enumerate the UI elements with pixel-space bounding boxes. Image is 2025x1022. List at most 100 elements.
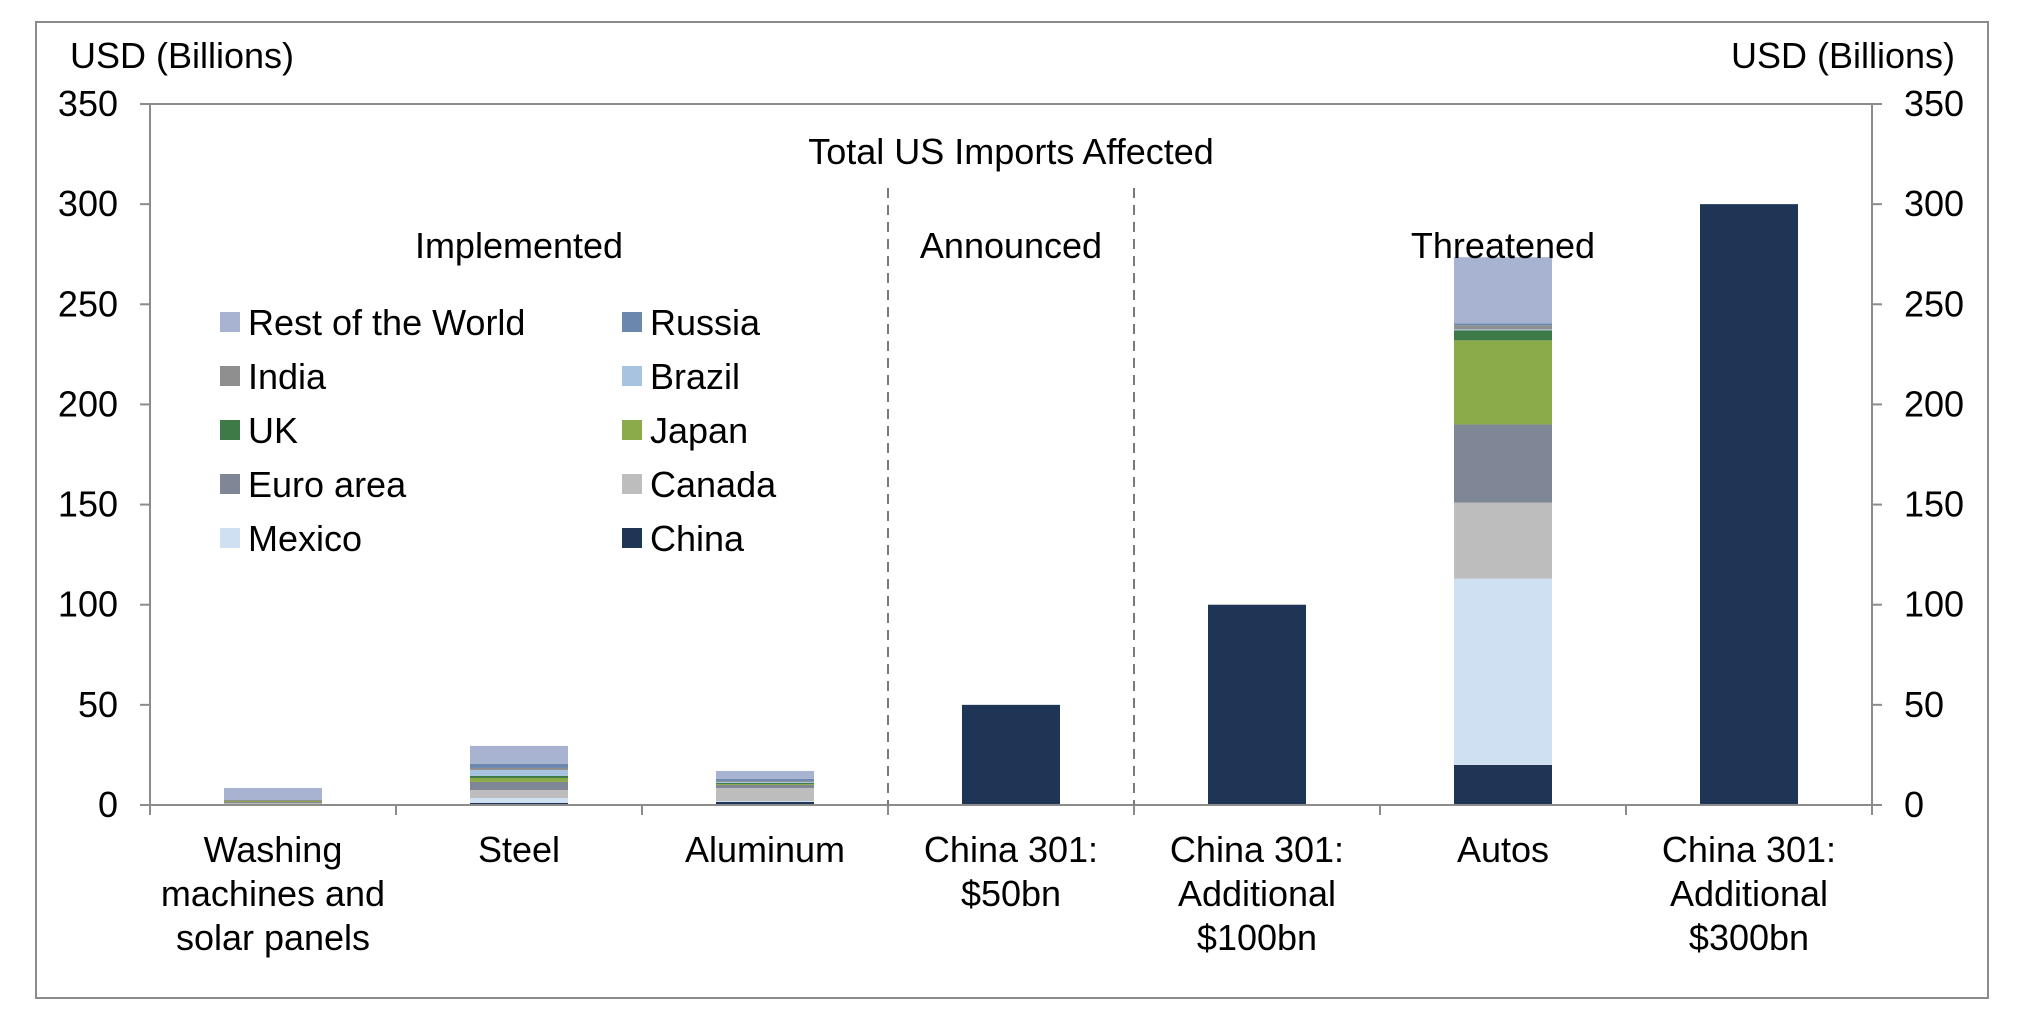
legend-item-canada: Canada: [622, 464, 777, 505]
bar-segment-uk-aluminum: [716, 782, 814, 784]
legend-label-russia: Russia: [650, 302, 761, 343]
y-tick-label-left: 350: [58, 83, 118, 124]
y-axis-unit-right: USD (Billions): [1731, 35, 1955, 76]
bar-segment-brazil-aluminum: [716, 781, 814, 783]
bar-segment-canada-washing-machines-and-solar-panels: [224, 802, 322, 804]
y-tick-label-left: 50: [78, 684, 118, 725]
bars-layer: [224, 204, 1798, 806]
x-category-label-aluminum: Aluminum: [685, 829, 845, 870]
y-tick-label-right: 100: [1904, 584, 1964, 625]
bar-segment-india-washing-machines-and-solar-panels: [224, 799, 322, 801]
y-tick-label-right: 150: [1904, 484, 1964, 525]
bar-segment-china-autos: [1454, 764, 1552, 805]
bar-segment-japan-steel: [470, 777, 568, 782]
y-tick-label-right: 50: [1904, 684, 1944, 725]
bar-segment-japan-aluminum: [716, 783, 814, 785]
bar-segment-mexico-autos: [1454, 578, 1552, 765]
legend-swatch-japan: [622, 420, 642, 440]
legend-label-mexico: Mexico: [248, 518, 362, 559]
y-tick-label-left: 150: [58, 484, 118, 525]
chart-frame: [35, 21, 1989, 999]
bar-segment-canada-steel: [470, 789, 568, 798]
legend-swatch-russia: [622, 312, 642, 332]
x-category-label-washing-machines-and-solar-panels: Washing machines and solar panels: [161, 829, 385, 958]
y-tick-label-left: 200: [58, 383, 118, 424]
section-label-threatened: Threatened: [1411, 225, 1595, 266]
legend-item-india: India: [220, 356, 327, 397]
bar-segment-mexico-steel: [470, 797, 568, 803]
bar-segment-india-autos: [1454, 325, 1552, 330]
legend-label-uk: UK: [248, 410, 298, 451]
legend-item-china: China: [622, 518, 745, 559]
legend-item-euro-area: Euro area: [220, 464, 407, 505]
legend-label-brazil: Brazil: [650, 356, 740, 397]
chart-title: Total US Imports Affected: [808, 131, 1214, 172]
bar-segment-brazil-autos: [1454, 329, 1552, 331]
y-tick-label-right: 300: [1904, 183, 1964, 224]
y-tick-label-left: 250: [58, 283, 118, 324]
legend-swatch-brazil: [622, 366, 642, 386]
legend-swatch-euro-area: [220, 474, 240, 494]
bar-segment-uk-autos: [1454, 330, 1552, 341]
bar-segment-russia-aluminum: [716, 778, 814, 781]
x-category-label-china-301-additional-300bn: China 301: Additional $300bn: [1662, 829, 1836, 958]
legend-item-mexico: Mexico: [220, 518, 362, 559]
legend-item-japan: Japan: [622, 410, 748, 451]
legend: Rest of the World Russia India Brazil UK Japa…: [220, 302, 777, 559]
section-label-implemented: Implemented: [415, 225, 623, 266]
legend-item-rest-of-the-world: Rest of the World: [220, 302, 525, 343]
y-tick-label-left: 0: [98, 784, 118, 825]
legend-swatch-canada: [622, 474, 642, 494]
legend-item-brazil: Brazil: [622, 356, 740, 397]
x-category-label-china-301-additional-100bn: China 301: Additional $100bn: [1170, 829, 1344, 958]
section-label-announced: Announced: [920, 225, 1102, 266]
bar-segment-china-steel: [470, 802, 568, 805]
bar-segment-euro-area-washing-machines-and-solar-panels: [224, 801, 322, 803]
bar-segment-mexico-aluminum: [716, 800, 814, 802]
bar-segment-russia-autos: [1454, 323, 1552, 326]
bar-segment-euro-area-steel: [470, 781, 568, 790]
bar-segment-rest-of-the-world-autos: [1454, 257, 1552, 324]
axes-layer: 0 0 50 50 100 100 150 150 200 200 250 250 300 300 350 3…: [58, 83, 1964, 958]
bar-segment-india-steel: [470, 767, 568, 770]
bar-segment-uk-steel: [470, 775, 568, 778]
bar-segment-china-china-301-additional-300bn: [1700, 204, 1798, 806]
y-axis-unit-left: USD (Billions): [70, 35, 294, 76]
bar-segment-china-china-301-50bn: [962, 704, 1060, 805]
bar-segment-china-china-301-additional-100bn: [1208, 604, 1306, 805]
bar-segment-india-aluminum: [716, 780, 814, 782]
legend-item-uk: UK: [220, 410, 298, 451]
legend-label-canada: Canada: [650, 464, 777, 505]
bar-segment-rest-of-the-world-washing-machines-and-solar-panels: [224, 787, 322, 800]
legend-label-india: India: [248, 356, 327, 397]
x-category-label-autos: Autos: [1457, 829, 1549, 870]
legend-swatch-rest-of-the-world: [220, 312, 240, 332]
legend-label-china: China: [650, 518, 745, 559]
legend-swatch-india: [220, 366, 240, 386]
legend-item-russia: Russia: [622, 302, 761, 343]
y-tick-label-left: 300: [58, 183, 118, 224]
bar-segment-rest-of-the-world-steel: [470, 745, 568, 764]
y-tick-label-right: 200: [1904, 383, 1964, 424]
bar-segment-rest-of-the-world-aluminum: [716, 770, 814, 779]
bar-segment-russia-steel: [470, 763, 568, 768]
legend-swatch-china: [622, 528, 642, 548]
y-tick-label-right: 350: [1904, 83, 1964, 124]
bar-segment-japan-washing-machines-and-solar-panels: [224, 800, 322, 802]
bar-segment-euro-area-aluminum: [716, 784, 814, 788]
legend-label-euro-area: Euro area: [248, 464, 407, 505]
y-tick-label-right: 0: [1904, 784, 1924, 825]
bar-segment-japan-autos: [1454, 340, 1552, 425]
legend-label-rest-of-the-world: Rest of the World: [248, 302, 525, 343]
y-tick-label-left: 100: [58, 584, 118, 625]
y-tick-label-right: 250: [1904, 283, 1964, 324]
bar-segment-euro-area-autos: [1454, 424, 1552, 503]
legend-label-japan: Japan: [650, 410, 748, 451]
legend-swatch-mexico: [220, 528, 240, 548]
bar-segment-canada-aluminum: [716, 787, 814, 801]
legend-swatch-uk: [220, 420, 240, 440]
x-category-label-china-301-50bn: China 301: $50bn: [924, 829, 1098, 914]
bar-segment-canada-autos: [1454, 502, 1552, 579]
